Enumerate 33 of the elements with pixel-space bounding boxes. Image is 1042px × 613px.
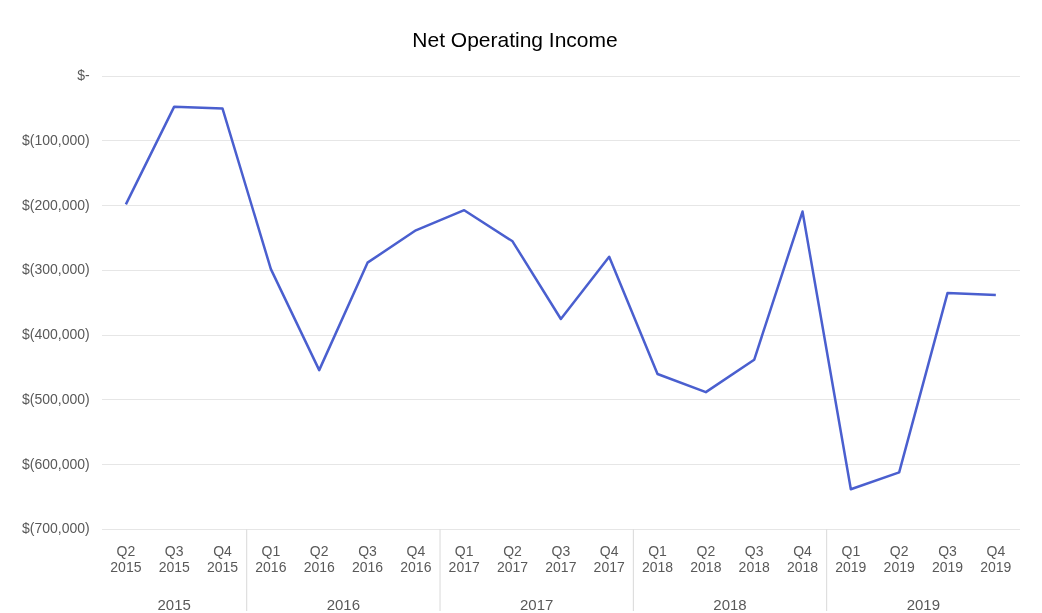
text: 2019 xyxy=(906,595,941,613)
x-tick-label: Q3 2016 xyxy=(351,542,384,576)
y-tick-label: $(300,000) xyxy=(22,261,90,278)
x-tick-label: Q4 2015 xyxy=(206,542,239,576)
x-tick-label: Q3 2017 xyxy=(545,542,577,576)
x-tick-label: Q3 2018 xyxy=(738,542,770,576)
x-tick-label: Q1 2017 xyxy=(448,542,480,576)
y-tick-label: $(700,000) xyxy=(22,520,90,537)
x-tick-label: Q2 2016 xyxy=(303,542,335,576)
chart-title: Net Operating Income xyxy=(412,28,618,52)
x-tick-label: Q4 2016 xyxy=(400,542,432,576)
y-tick-label: $(500,000) xyxy=(22,390,90,407)
x-tick-label: Q1 2019 xyxy=(835,542,867,576)
y-tick-label: $(400,000) xyxy=(22,326,90,343)
x-tick-label: Q4 2018 xyxy=(786,542,819,576)
x-tick-label: Q2 2017 xyxy=(496,542,529,576)
x-tick-label: Q2 2018 xyxy=(690,542,722,576)
text: 2016 xyxy=(326,595,361,613)
x-tick-label: Q4 2017 xyxy=(593,542,625,576)
text: 2015 xyxy=(157,595,191,613)
y-tick-label: $- xyxy=(77,67,91,84)
text: 2018 xyxy=(713,595,747,613)
x-tick-label: Q3 2015 xyxy=(158,542,190,576)
x-tick-label: Q2 2019 xyxy=(883,542,915,576)
y-tick-label: $(600,000) xyxy=(22,455,90,472)
x-tick-label: Q4 2019 xyxy=(980,542,1012,576)
y-tick-label: $(200,000) xyxy=(22,196,90,213)
text: 2017 xyxy=(520,595,554,613)
y-tick-label: $(100,000) xyxy=(22,131,90,148)
x-tick-label: Q3 2019 xyxy=(931,542,964,576)
x-tick-label: Q2 2015 xyxy=(110,542,142,576)
x-tick-label: Q1 2018 xyxy=(641,542,674,576)
x-tick-label: Q1 2016 xyxy=(255,542,287,576)
